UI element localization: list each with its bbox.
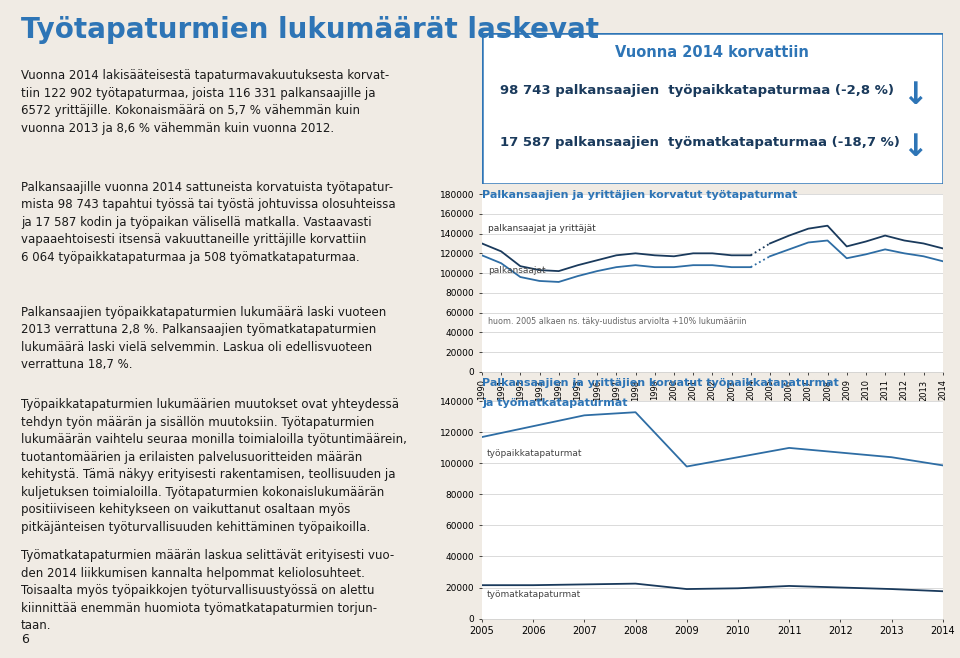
Text: ↓: ↓: [902, 133, 927, 162]
Text: Työtapaturmien lukumäärät laskevat: Työtapaturmien lukumäärät laskevat: [21, 16, 599, 45]
Text: Vuonna 2014 lakisääteisestä tapaturmavakuutuksesta korvat-
tiin 122 902 työtapat: Vuonna 2014 lakisääteisestä tapaturmavak…: [21, 69, 390, 135]
Text: 98 743 palkansaajien  työpaikkatapaturmaa (-2,8 %): 98 743 palkansaajien työpaikkatapaturmaa…: [500, 84, 895, 97]
Text: Vuonna 2014 korvattiin: Vuonna 2014 korvattiin: [615, 45, 809, 60]
Text: Palkansaajien ja yrittäjien korvatut työtapaturmat: Palkansaajien ja yrittäjien korvatut työ…: [482, 190, 798, 199]
Text: Palkansaajien työpaikkatapaturmien lukumäärä laski vuoteen
2013 verrattuna 2,8 %: Palkansaajien työpaikkatapaturmien lukum…: [21, 306, 386, 372]
Text: Palkansaajien ja yrittäjien korvatut työpaikkatapaturmat: Palkansaajien ja yrittäjien korvatut työ…: [482, 378, 839, 388]
Text: 6: 6: [21, 633, 29, 646]
Text: palkansaajat: palkansaajat: [488, 266, 545, 275]
Text: työmatkatapaturmat: työmatkatapaturmat: [487, 590, 582, 599]
Text: Palkansaajille vuonna 2014 sattuneista korvatuista työtapatur-
mista 98 743 tapa: Palkansaajille vuonna 2014 sattuneista k…: [21, 181, 396, 264]
Text: ↓: ↓: [902, 82, 927, 111]
Text: Työmatkatapaturmien määrän laskua selittävät erityisesti vuo-
den 2014 liikkumis: Työmatkatapaturmien määrän laskua selitt…: [21, 549, 395, 632]
Text: ja työmatkatapaturmat: ja työmatkatapaturmat: [482, 398, 628, 408]
Text: huom. 2005 alkaen ns. täky-uudistus arviolta +10% lukumääriin: huom. 2005 alkaen ns. täky-uudistus arvi…: [488, 317, 746, 326]
Text: 17 587 palkansaajien  työmatkatapaturmaa (-18,7 %): 17 587 palkansaajien työmatkatapaturmaa …: [500, 136, 900, 149]
Text: Työpaikkatapaturmien lukumäärien muutokset ovat yhteydessä
tehdyn työn määrän ja: Työpaikkatapaturmien lukumäärien muutoks…: [21, 398, 407, 534]
Text: työpaikkatapaturmat: työpaikkatapaturmat: [487, 449, 583, 458]
Text: palkansaajat ja yrittäjät: palkansaajat ja yrittäjät: [488, 224, 595, 233]
